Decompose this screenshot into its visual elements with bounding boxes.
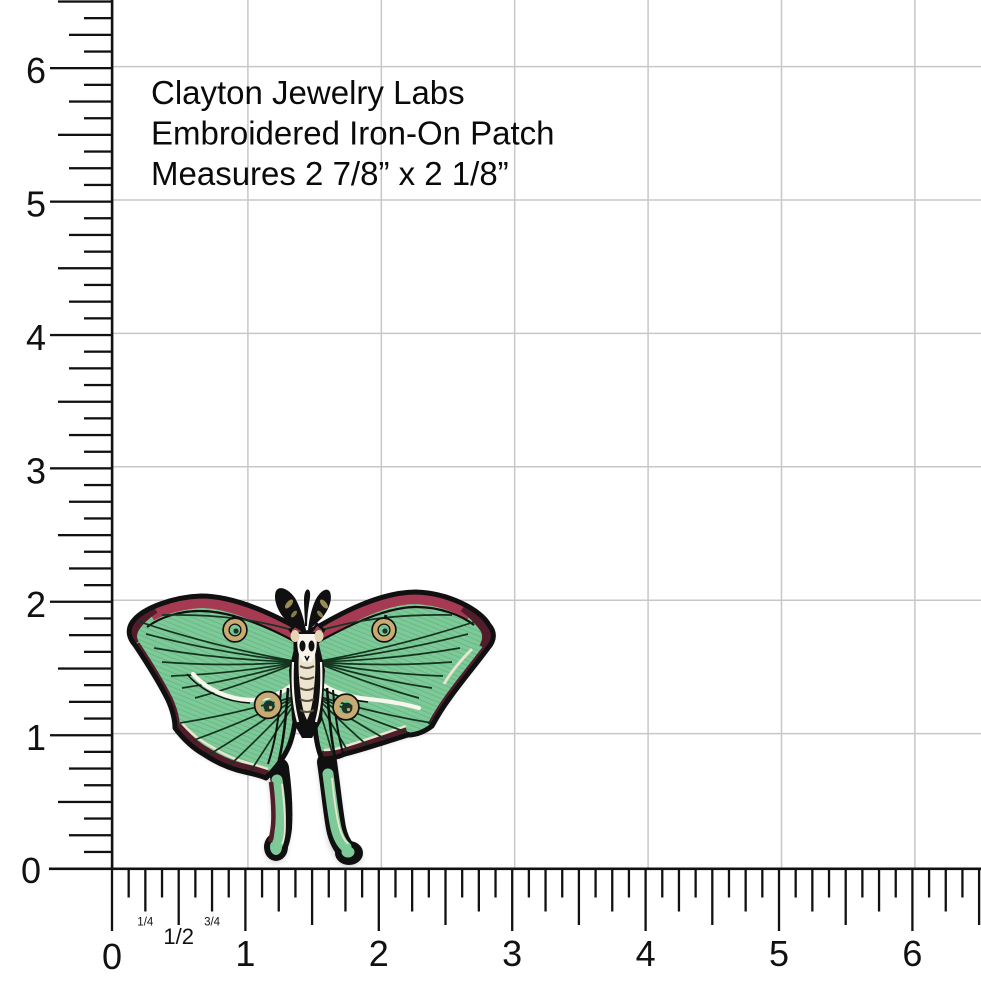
svg-text:0: 0 <box>21 850 41 891</box>
svg-text:1/2: 1/2 <box>163 924 194 949</box>
svg-text:4: 4 <box>636 933 656 974</box>
svg-text:2: 2 <box>369 933 389 974</box>
svg-text:3: 3 <box>26 450 46 491</box>
svg-text:1: 1 <box>235 933 255 974</box>
svg-text:6: 6 <box>902 933 922 974</box>
svg-text:4: 4 <box>26 317 46 358</box>
svg-text:0: 0 <box>102 936 122 977</box>
svg-text:Clayton Jewelry Labs: Clayton Jewelry Labs <box>151 74 465 111</box>
svg-text:3/4: 3/4 <box>204 917 221 929</box>
svg-text:1/4: 1/4 <box>137 917 154 929</box>
svg-text:2: 2 <box>26 584 46 625</box>
svg-text:6: 6 <box>26 50 46 91</box>
svg-text:Measures 2 7/8” x 2 1/8”: Measures 2 7/8” x 2 1/8” <box>151 155 509 192</box>
svg-text:Embroidered Iron-On Patch: Embroidered Iron-On Patch <box>151 115 555 152</box>
svg-text:3: 3 <box>502 933 522 974</box>
svg-text:5: 5 <box>26 184 46 225</box>
svg-text:5: 5 <box>769 933 789 974</box>
svg-text:1: 1 <box>26 717 46 758</box>
